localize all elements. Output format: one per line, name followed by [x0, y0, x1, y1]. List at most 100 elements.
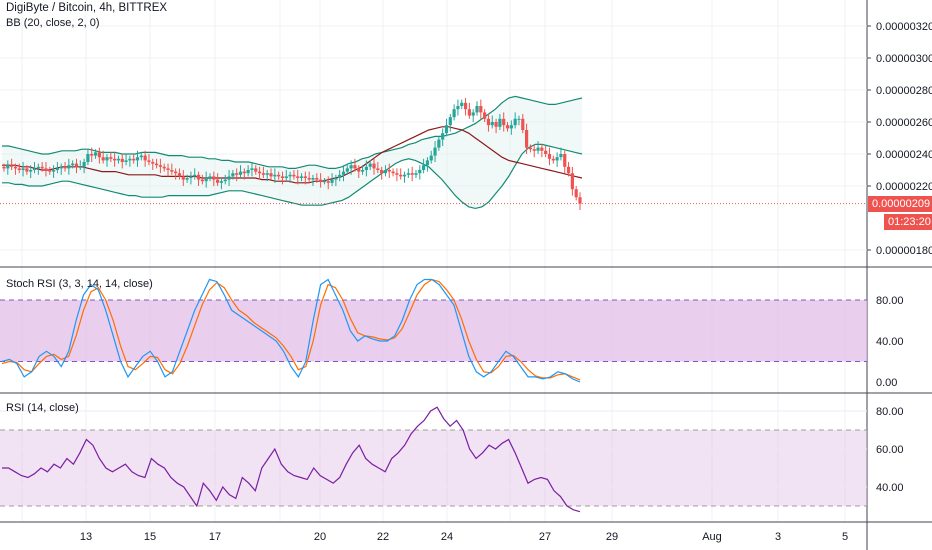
- candle-body: [109, 157, 113, 159]
- candle-body: [563, 154, 567, 167]
- candle-body: [414, 173, 418, 175]
- candle-body: [299, 176, 304, 178]
- candle-body: [395, 173, 399, 175]
- price-axis-tick-label: 0.00000240: [876, 149, 932, 161]
- candle-body: [288, 174, 292, 177]
- candle-body: [475, 106, 479, 113]
- candle-body: [578, 197, 582, 204]
- bb-indicator-label[interactable]: BB (20, close, 2, 0): [6, 17, 100, 29]
- candle-body: [402, 174, 407, 177]
- candle-body: [319, 179, 323, 182]
- candle-body: [315, 178, 319, 180]
- time-axis-tick-label: 15: [144, 531, 156, 543]
- candle-body: [113, 158, 117, 161]
- candle-body: [380, 170, 384, 174]
- candle-body: [303, 176, 307, 178]
- candle-body: [128, 158, 132, 161]
- time-axis-tick-label: 13: [80, 531, 92, 543]
- candle-body: [55, 168, 60, 170]
- candle-body: [200, 179, 204, 182]
- candle-body: [154, 163, 159, 166]
- rsi-axis-tick-label: 60.00: [876, 444, 904, 456]
- candle-body: [547, 154, 552, 159]
- candle-body: [494, 122, 498, 127]
- time-axis-tick-label: 3: [775, 531, 781, 543]
- candle-body: [48, 170, 52, 172]
- candle-body: [326, 181, 330, 183]
- candle-body: [341, 171, 346, 175]
- candle-body: [204, 178, 208, 182]
- candle-body: [227, 176, 231, 180]
- candle-body: [269, 173, 273, 177]
- candle-body: [463, 102, 468, 110]
- candle-body: [376, 168, 380, 170]
- candle-body: [532, 149, 536, 151]
- rsi-label[interactable]: RSI (14, close): [6, 402, 79, 414]
- candle-body: [551, 158, 555, 161]
- candle-body: [425, 160, 430, 166]
- candle-body: [460, 102, 464, 106]
- candle-body: [505, 125, 510, 129]
- candle-body: [357, 168, 361, 172]
- candle-body: [212, 176, 216, 180]
- bb-lower-line: [2, 143, 583, 210]
- candle-body: [223, 179, 227, 182]
- candle-body: [257, 171, 262, 174]
- candle-body: [193, 174, 197, 177]
- rsi-axis-tick-label: 40.00: [876, 482, 904, 494]
- candle-body: [536, 147, 540, 151]
- candle-body: [216, 179, 220, 183]
- candle-body: [483, 112, 487, 119]
- stoch-rsi-label[interactable]: Stoch RSI (3, 3, 14, 14, close): [6, 278, 153, 290]
- candle-body: [364, 166, 368, 170]
- candle-body: [235, 173, 239, 175]
- bb-band-fill: [2, 96, 582, 209]
- candle-body: [406, 173, 410, 175]
- time-axis-tick-label: 20: [314, 531, 326, 543]
- candle-body: [67, 165, 71, 169]
- candle-body: [498, 118, 502, 127]
- candle-body: [261, 173, 265, 175]
- candle-body: [517, 118, 521, 120]
- candle-body: [273, 174, 277, 177]
- candle-body: [429, 155, 433, 161]
- candle-body: [124, 160, 128, 162]
- candle-body: [566, 166, 571, 174]
- candle-body: [456, 106, 460, 110]
- candle-body: [509, 125, 513, 129]
- candle-body: [36, 166, 40, 169]
- time-axis-tick-label: Aug: [702, 531, 722, 543]
- candle-body: [82, 162, 86, 167]
- candle-body: [120, 158, 124, 162]
- candle-body: [97, 152, 101, 158]
- chart-title: DigiByte / Bitcoin, 4h, BITTREX: [6, 2, 168, 14]
- candle-body: [444, 125, 449, 134]
- candle-body: [433, 147, 437, 156]
- candle-body: [2, 166, 6, 169]
- candle-body: [521, 118, 525, 130]
- candle-body: [307, 178, 311, 180]
- time-axis-tick-label: 27: [539, 531, 551, 543]
- candle-body: [345, 168, 349, 172]
- candle-body: [448, 117, 452, 126]
- candle-body: [162, 166, 166, 169]
- candle-body: [29, 170, 33, 172]
- candle-body: [90, 154, 94, 156]
- rsi-band-fill: [0, 430, 867, 506]
- candle-body: [6, 165, 10, 169]
- candle-body: [391, 171, 395, 174]
- candle-body: [132, 158, 136, 161]
- candle-body: [524, 130, 529, 148]
- time-axis-tick-label: 17: [209, 531, 221, 543]
- rsi-axis-tick-label: 80.00: [876, 406, 904, 418]
- stoch-k-line: [1, 278, 581, 383]
- candle-body: [32, 168, 37, 170]
- price-axis-tick-label: 0.00000300: [876, 53, 932, 65]
- candle-body: [334, 178, 338, 180]
- time-axis-tick-label: 24: [441, 531, 453, 543]
- candle-body: [181, 176, 185, 180]
- candle-body: [135, 157, 140, 161]
- candle-body: [441, 133, 445, 140]
- candle-body: [277, 174, 281, 177]
